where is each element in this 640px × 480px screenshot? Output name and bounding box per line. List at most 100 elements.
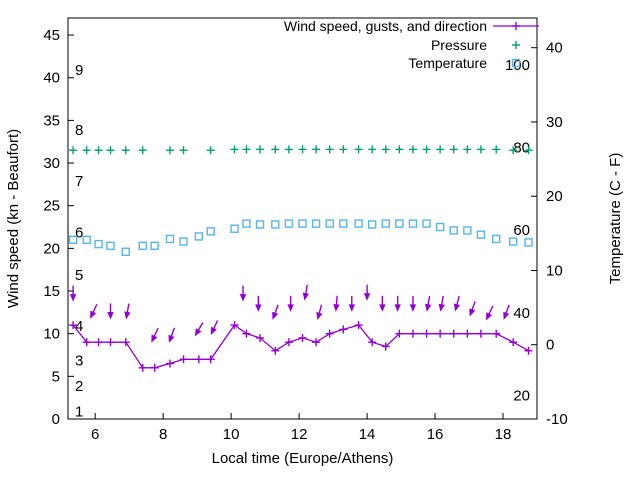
y2-axis-tick-label: 10 bbox=[546, 262, 563, 279]
x-axis-tick-label: 12 bbox=[291, 426, 308, 443]
pressure-point bbox=[463, 145, 472, 154]
y-axis-tick-label: 40 bbox=[43, 70, 60, 87]
wind-direction-arrow bbox=[363, 284, 371, 301]
pressure-point bbox=[312, 145, 321, 154]
fahrenheit-scale-label: 80 bbox=[513, 139, 530, 156]
wind-direction-arrow bbox=[210, 320, 219, 335]
wind-speed-point bbox=[298, 333, 307, 342]
pressure-point bbox=[408, 145, 417, 154]
wind-direction-arrow bbox=[239, 285, 247, 302]
temperature-point bbox=[284, 219, 294, 228]
plot-frame bbox=[67, 17, 538, 420]
legend-label: Pressure bbox=[431, 37, 487, 53]
temperature-point bbox=[354, 219, 363, 228]
wind-speed-point bbox=[476, 329, 485, 338]
y-axis-tick-label: 30 bbox=[43, 155, 60, 172]
temperature-point bbox=[381, 219, 390, 228]
pressure-point bbox=[339, 145, 348, 154]
wind-direction-arrow bbox=[194, 322, 204, 337]
fahrenheit-scale-label: 100 bbox=[505, 57, 530, 74]
wind-speed-point bbox=[368, 338, 377, 347]
legend-label: Temperature bbox=[408, 55, 487, 71]
wind-direction-arrow bbox=[486, 305, 494, 321]
pressure-point bbox=[381, 145, 390, 154]
wind-direction-arrow bbox=[255, 295, 262, 312]
wind-speed-point bbox=[509, 338, 518, 347]
wind-speed-point bbox=[422, 329, 431, 338]
x-axis-tick-label: 10 bbox=[223, 426, 240, 443]
fahrenheit-scale-label: 20 bbox=[513, 387, 530, 404]
y-axis-tick-label: 20 bbox=[43, 240, 60, 257]
wind-speed-point bbox=[325, 329, 334, 338]
wind-speed-point bbox=[106, 338, 115, 347]
wind-speed-point bbox=[242, 329, 251, 338]
pressure-point bbox=[82, 146, 91, 155]
beaufort-scale-label: 7 bbox=[75, 173, 83, 190]
wind-speed-point bbox=[284, 338, 293, 347]
beaufort-scale-label: 8 bbox=[75, 122, 83, 139]
wind-direction-arrow bbox=[425, 295, 432, 312]
temperature-point bbox=[509, 237, 518, 246]
y-axis-tick-label: 45 bbox=[43, 27, 60, 44]
pressure-point bbox=[106, 146, 115, 155]
wind-direction-arrow bbox=[302, 284, 309, 301]
wind-direction-arrow bbox=[409, 295, 417, 312]
y2-axis-tick-label: 40 bbox=[546, 40, 563, 57]
wind-speed-point bbox=[524, 346, 533, 355]
y2-axis-tick-label: 20 bbox=[546, 188, 563, 205]
wind-speed-point bbox=[436, 329, 445, 338]
y2-axis-tick-label: -10 bbox=[546, 411, 568, 428]
wind-speed-point bbox=[381, 342, 390, 351]
wind-direction-arrow bbox=[333, 295, 340, 312]
wind-speed-point bbox=[69, 321, 78, 330]
wind-speed-point bbox=[408, 329, 417, 338]
pressure-point bbox=[271, 145, 280, 154]
pressure-point bbox=[165, 146, 174, 155]
pressure-point bbox=[230, 145, 239, 154]
wind-direction-arrow bbox=[503, 304, 510, 320]
temperature-point bbox=[242, 219, 251, 228]
wind-speed-point bbox=[492, 329, 501, 338]
pressure-point bbox=[476, 145, 485, 154]
y-axis-tick-label: 5 bbox=[52, 368, 60, 385]
y-axis-tick-label: 15 bbox=[43, 283, 60, 300]
wind-direction-arrow bbox=[69, 285, 77, 302]
beaufort-scale-label: 4 bbox=[75, 318, 83, 335]
wind-direction-arrow bbox=[438, 295, 445, 312]
temperature-point bbox=[524, 238, 533, 247]
wind-speed-point bbox=[312, 338, 321, 347]
y-axis-title: Wind speed (kn - Beaufort) bbox=[5, 129, 22, 308]
wind-direction-arrow bbox=[379, 295, 386, 312]
pressure-point bbox=[298, 145, 307, 154]
wind-speed-line bbox=[72, 324, 529, 369]
y-axis-tick-label: 0 bbox=[52, 411, 60, 428]
wind-speed-point bbox=[94, 338, 103, 347]
y-axis-tick-label: 25 bbox=[43, 198, 60, 215]
pressure-point bbox=[138, 146, 147, 155]
wind-direction-arrow bbox=[124, 303, 131, 320]
x-axis-tick-label: 6 bbox=[91, 426, 99, 443]
wind-direction-arrow bbox=[287, 295, 294, 312]
pressure-point bbox=[242, 145, 251, 154]
y2-axis-tick-label: 30 bbox=[546, 114, 563, 131]
pressure-point bbox=[69, 146, 78, 155]
pressure-point bbox=[449, 145, 458, 154]
y-axis-tick-label: 35 bbox=[43, 112, 60, 129]
pressure-point bbox=[422, 145, 431, 154]
fahrenheit-scale-label: 40 bbox=[513, 305, 530, 322]
wind-speed-point bbox=[82, 338, 91, 347]
pressure-point bbox=[121, 146, 130, 155]
wind-speed-point bbox=[165, 359, 174, 368]
temperature-point bbox=[476, 230, 486, 239]
pressure-point bbox=[354, 145, 363, 154]
wind-direction-arrow bbox=[453, 295, 461, 312]
temperature-point bbox=[395, 219, 404, 228]
pressure-point bbox=[206, 146, 215, 155]
temperature-point bbox=[435, 222, 445, 232]
temperature-point bbox=[325, 219, 334, 228]
beaufort-scale-label: 3 bbox=[75, 352, 83, 369]
wind-direction-arrow bbox=[272, 304, 279, 320]
temperature-point bbox=[121, 247, 130, 256]
wind-direction-arrow bbox=[107, 303, 114, 320]
pressure-point bbox=[94, 146, 103, 155]
